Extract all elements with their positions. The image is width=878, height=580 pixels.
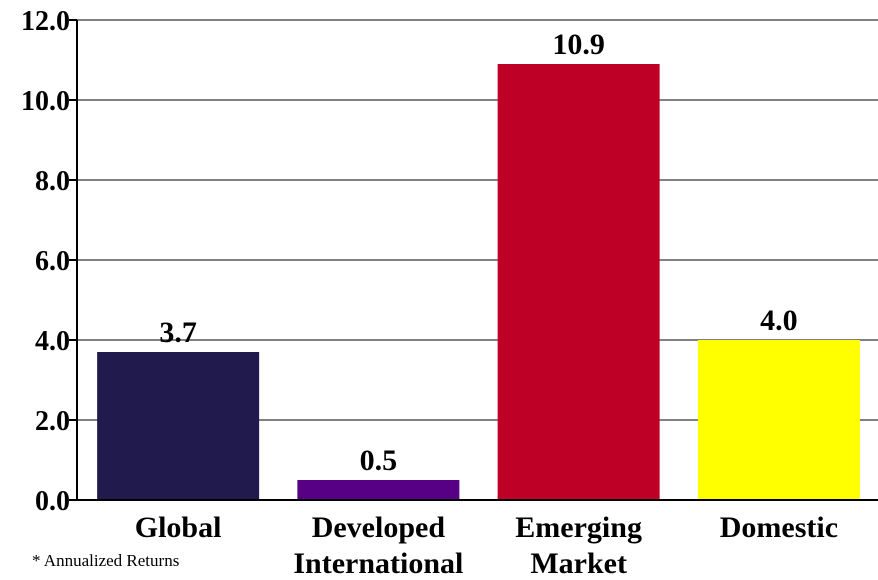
category-label: Emerging xyxy=(515,511,642,544)
y-tick-label: 4.0 xyxy=(35,326,70,357)
y-tick-label: 2.0 xyxy=(35,406,70,437)
category-label: Developed xyxy=(312,511,446,544)
y-axis-ticks: 0.0 2.0 4.0 6.0 8.0 10.0 12.0 xyxy=(21,6,77,517)
bar xyxy=(497,64,660,500)
category-label: Domestic xyxy=(720,511,838,544)
value-label: 3.7 xyxy=(159,316,197,349)
bars xyxy=(97,64,860,500)
y-tick-label: 0.0 xyxy=(35,486,70,517)
y-tick-label: 6.0 xyxy=(35,246,70,277)
value-label: 4.0 xyxy=(760,304,798,337)
category-label: Global xyxy=(135,511,222,544)
bar xyxy=(297,480,460,500)
bar xyxy=(97,352,260,500)
category-label: Market xyxy=(530,547,627,580)
value-labels: 3.7 0.5 10.9 4.0 xyxy=(159,28,797,477)
value-label: 0.5 xyxy=(360,444,398,477)
footnote: * Annualized Returns xyxy=(32,551,179,570)
y-tick-label: 8.0 xyxy=(35,166,70,197)
y-tick-label: 10.0 xyxy=(21,86,70,117)
value-label: 10.9 xyxy=(552,28,605,61)
y-tick-label: 12.0 xyxy=(21,6,70,37)
bar xyxy=(697,340,860,500)
category-label: International xyxy=(293,547,463,580)
